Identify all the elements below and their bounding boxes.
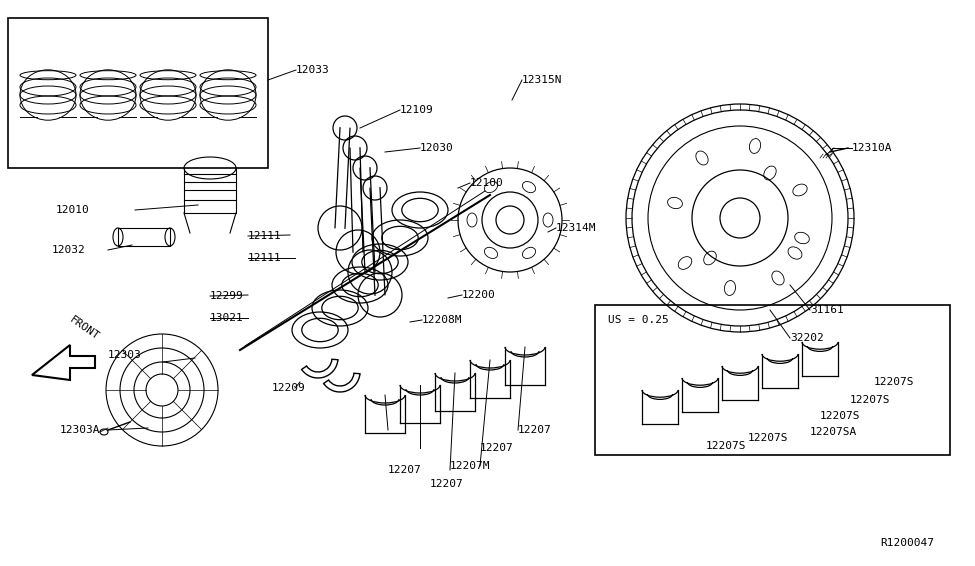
Text: 12100: 12100 [470,178,504,188]
Text: 12207SA: 12207SA [810,427,857,437]
Text: 12032: 12032 [52,245,86,255]
Text: 12310A: 12310A [852,143,892,153]
Text: 32202: 32202 [790,333,824,343]
Text: 12207M: 12207M [450,461,490,471]
Text: 12299: 12299 [210,291,244,301]
Text: 12200: 12200 [462,290,495,300]
Text: FRONT: FRONT [68,315,101,342]
Text: 12030: 12030 [420,143,453,153]
Text: 12207S: 12207S [850,395,890,405]
Bar [8,18,268,168]
Text: 12207S: 12207S [706,441,747,451]
Bar [595,305,950,455]
Text: 12303: 12303 [108,350,141,360]
Text: 12033: 12033 [296,65,330,75]
Text: 12207: 12207 [518,425,552,435]
Text: 31161: 31161 [810,305,843,315]
Text: 12207: 12207 [430,479,464,489]
Text: 12314M: 12314M [556,223,597,233]
Text: 12207: 12207 [480,443,514,453]
Text: 12207S: 12207S [820,411,861,421]
Text: 12207S: 12207S [748,433,789,443]
Text: 12111: 12111 [248,231,282,241]
Text: 12010: 12010 [56,205,90,215]
Text: R1200047: R1200047 [880,538,934,548]
Text: 12207: 12207 [388,465,422,475]
Text: 12208M: 12208M [422,315,462,325]
Text: US = 0.25: US = 0.25 [608,315,669,325]
Text: 13021: 13021 [210,313,244,323]
Bar [118,228,170,246]
Text: 12109: 12109 [400,105,434,115]
Text: 12207S: 12207S [874,377,915,387]
Text: 12315N: 12315N [522,75,563,85]
Text: 12111: 12111 [248,253,282,263]
Text: 12209: 12209 [272,383,306,393]
Text: 12303A: 12303A [60,425,100,435]
